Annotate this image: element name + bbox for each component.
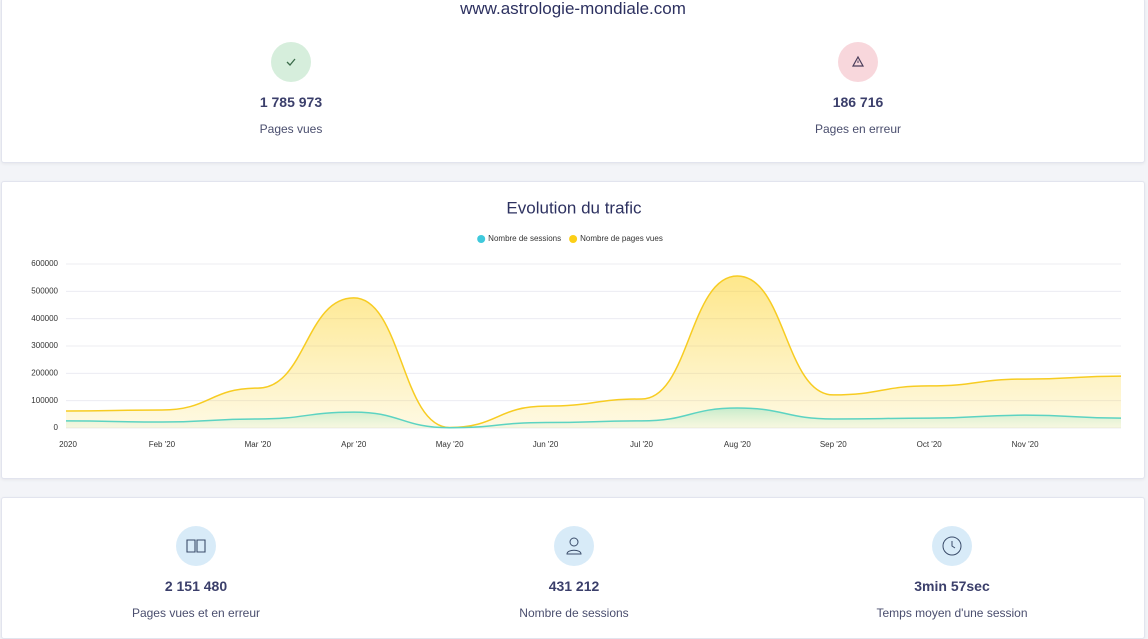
check-icon [271, 42, 311, 82]
line [65, 275, 1122, 429]
x-tick-label: Sep '20 [820, 440, 847, 449]
area [66, 276, 1121, 428]
y-tick-label: 0 [54, 423, 59, 432]
y-tick-label: 200000 [31, 368, 58, 377]
stat-label: Temps moyen d'une session [876, 606, 1028, 620]
stat-value: 3min 57sec [914, 578, 990, 594]
chart: Evolution du trafic 0 100000 200000 300000 4… [31, 198, 1122, 449]
y-tick-label: 100000 [31, 396, 58, 405]
summary-card: www.astrologie-mondiale.com 1 785 973 Pa… [1, 0, 1145, 163]
legend-label: Nombre de sessions [488, 234, 561, 243]
site-title: www.astrologie-mondiale.com [460, 0, 686, 18]
stat-value: 2 151 480 [164, 578, 228, 594]
x-tick-label: Feb '20 [149, 440, 176, 449]
stat-value: 1 785 973 [259, 94, 323, 110]
x-tick-label: Nov '20 [1012, 440, 1039, 449]
chart-title: Evolution du trafic [506, 198, 642, 217]
x-tick-label: 2020 [59, 440, 77, 449]
x-tick-label: Jun '20 [533, 440, 559, 449]
x-tick-label: May '20 [436, 440, 464, 449]
stat-value: 186 716 [832, 94, 884, 110]
x-tick-label: Oct '20 [917, 440, 943, 449]
stat-label: Pages en erreur [814, 122, 902, 136]
line [65, 407, 1122, 429]
stat-value: 431 212 [548, 578, 600, 594]
user-icon [554, 526, 594, 566]
legend-dot [477, 235, 486, 243]
y-tick-label: 600000 [31, 259, 58, 268]
stat-label: Nombre de sessions [519, 606, 629, 620]
chart-card: Evolution du trafic 0 100000 200000 300000 4… [1, 181, 1145, 479]
y-tick-label: 500000 [31, 286, 58, 295]
legend-label: Nombre de pages vues [580, 234, 663, 243]
legend-dot [569, 235, 578, 243]
details-card: 2 151 480 Pages vues et en erreur 431 21… [1, 497, 1145, 639]
stat-label: Pages vues [259, 122, 323, 136]
y-tick-label: 300000 [31, 341, 58, 350]
x-tick-label: Aug '20 [724, 440, 751, 449]
warning-icon [838, 42, 878, 82]
book-icon [176, 526, 216, 566]
x-tick-label: Jul '20 [630, 440, 653, 449]
y-tick-label: 400000 [31, 314, 58, 323]
legend: Nombre de sessions Nombre de pages vues [477, 234, 663, 243]
x-tick-label: Mar '20 [245, 440, 272, 449]
stat-label: Pages vues et en erreur [131, 606, 261, 620]
clock-icon [932, 526, 972, 566]
x-tick-label: Apr '20 [341, 440, 367, 449]
